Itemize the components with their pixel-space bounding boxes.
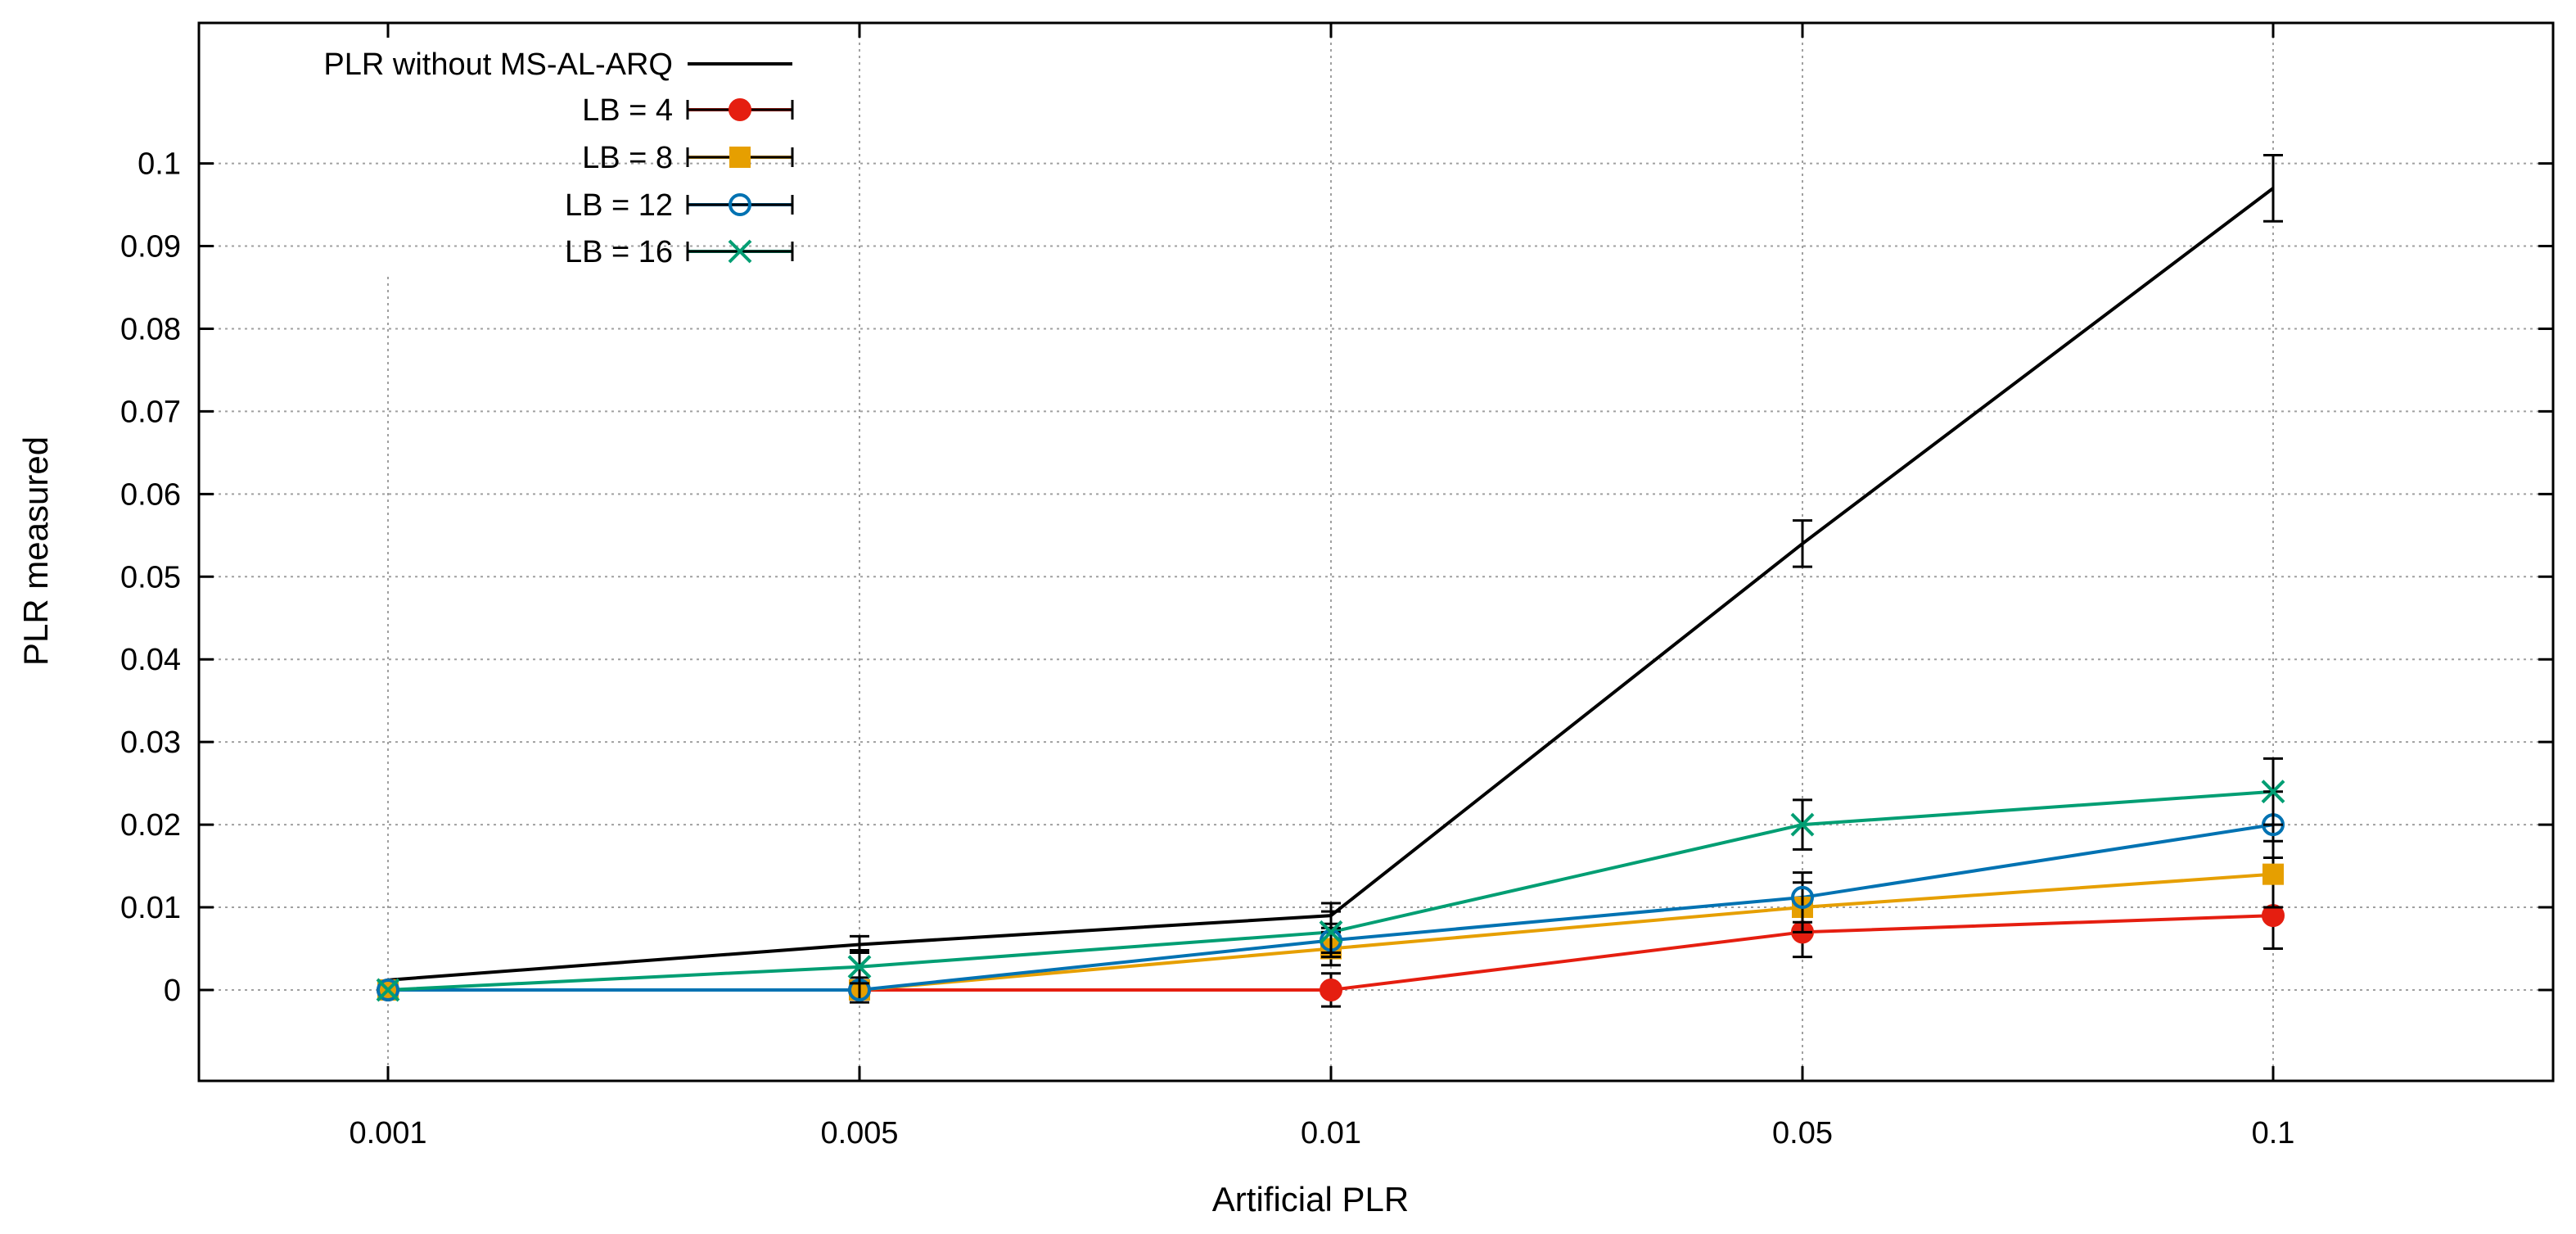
y-tick-label: 0.01 xyxy=(120,891,181,925)
x-tick-label: 0.005 xyxy=(820,1116,898,1150)
legend-item: LB = 4 xyxy=(582,93,794,128)
y-tick-label: 0.1 xyxy=(138,147,181,182)
y-tick-label: 0.04 xyxy=(120,643,181,677)
x-tick-label: 0.01 xyxy=(1301,1116,1361,1150)
y-tick-label: 0.07 xyxy=(120,395,181,429)
x-tick-label: 0.1 xyxy=(2252,1116,2295,1150)
y-tick-label: 0.02 xyxy=(120,808,181,843)
data-point xyxy=(847,955,872,979)
y-tick-label: 0 xyxy=(164,974,181,1008)
error-bar xyxy=(1793,519,1812,568)
legend: PLR without MS-AL-ARQ LB = 4 LB = 8 LB = 12… xyxy=(323,47,794,269)
series-4-points xyxy=(376,757,2285,1002)
plot-frame xyxy=(197,21,2555,1083)
x-tick-label: 0.05 xyxy=(1772,1116,1833,1150)
error-bar xyxy=(1793,871,1812,924)
gridlines xyxy=(199,23,2553,1081)
data-point xyxy=(1790,812,1815,837)
data-point xyxy=(376,978,400,1002)
legend-label: LB = 16 xyxy=(565,235,673,269)
marker-stroke xyxy=(2261,780,2285,804)
data-point xyxy=(2262,863,2284,885)
y-axis-label: PLR measured xyxy=(16,436,55,666)
legend-label: LB = 12 xyxy=(565,188,673,223)
legend-marker xyxy=(729,193,751,216)
legend-label: LB = 4 xyxy=(582,93,673,128)
x-tick-label: 0.001 xyxy=(349,1116,426,1150)
y-tick-label: 0.09 xyxy=(120,230,181,264)
series-0-points xyxy=(850,154,2283,955)
y-tick-label: 0.06 xyxy=(120,477,181,512)
data-point xyxy=(1791,885,1814,909)
marker-stroke xyxy=(847,955,872,979)
y-tick-label: 0.03 xyxy=(120,725,181,760)
marker-stroke xyxy=(376,978,400,1002)
marker-stroke xyxy=(1319,920,1343,944)
legend-item: LB = 12 xyxy=(565,188,794,223)
y-tick-label: 0.08 xyxy=(120,312,181,346)
data-point xyxy=(2261,780,2285,804)
axis-ticks: 0 0.01 0.02 0.03 0.04 0.05 0.06 0.07 0.08 0.09 0.1… xyxy=(120,23,2553,1150)
marker-stroke xyxy=(728,239,752,264)
legend-label: LB = 8 xyxy=(582,141,673,175)
legend-item: LB = 8 xyxy=(582,141,794,175)
legend-marker xyxy=(729,98,751,121)
legend-item: LB = 16 xyxy=(565,235,794,269)
series-group xyxy=(376,154,2285,1008)
legend-marker xyxy=(728,239,752,264)
data-point xyxy=(377,978,399,1001)
x-axis-label: Artificial PLR xyxy=(1212,1180,1409,1218)
error-bar xyxy=(2263,154,2283,223)
marker-stroke xyxy=(1790,812,1815,837)
legend-item: PLR without MS-AL-ARQ xyxy=(323,47,792,82)
legend-marker xyxy=(729,147,751,168)
data-point xyxy=(1320,978,1342,1001)
y-tick-label: 0.05 xyxy=(120,560,181,594)
data-point xyxy=(1319,920,1343,944)
legend-label: PLR without MS-AL-ARQ xyxy=(323,47,673,82)
